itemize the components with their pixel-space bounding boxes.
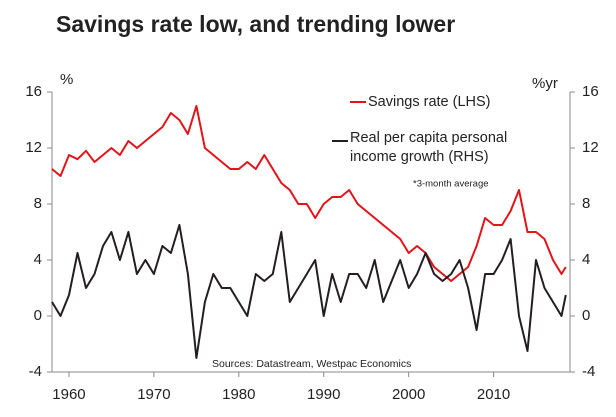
source: Sources: Datastream, Westpac Economics — [212, 358, 411, 370]
x-tick-label: 2000 — [392, 386, 425, 403]
x-tick-label: 1990 — [307, 386, 340, 403]
legend-entry: Savings rate (LHS) — [350, 93, 550, 112]
y-tick-label: 0 — [34, 307, 42, 324]
x-tick-label: 2010 — [477, 386, 510, 403]
legend-label: Savings rate (LHS) — [368, 94, 491, 110]
y2-tick-label: 16 — [582, 83, 599, 100]
x-tick-label: 1970 — [137, 386, 170, 403]
y2-axis-label: %yr — [532, 75, 558, 92]
series-line — [51, 224, 567, 359]
series-line — [51, 105, 567, 282]
y2-tick-label: 0 — [582, 307, 590, 324]
y-axis-label: % — [60, 71, 73, 88]
x-tick-label: 1980 — [222, 386, 255, 403]
y-tick-label: -4 — [29, 363, 42, 380]
legend-swatch — [332, 140, 348, 142]
x-tick-label: 1960 — [52, 386, 85, 403]
y-tick-label: 4 — [34, 251, 42, 268]
y-tick-label: 12 — [25, 139, 42, 156]
y2-tick-label: 8 — [582, 195, 590, 212]
legend-swatch — [350, 101, 366, 104]
legend-label: Real per capita personal income growth (… — [350, 130, 508, 165]
y2-tick-label: -4 — [582, 363, 595, 380]
y-tick-label: 16 — [25, 83, 42, 100]
chart-title: Savings rate low, and trending lower — [56, 11, 455, 37]
y2-tick-label: 4 — [582, 251, 590, 268]
y2-tick-label: 12 — [582, 139, 599, 156]
y-tick-label: 8 — [34, 195, 42, 212]
note: *3-month average — [413, 179, 489, 190]
